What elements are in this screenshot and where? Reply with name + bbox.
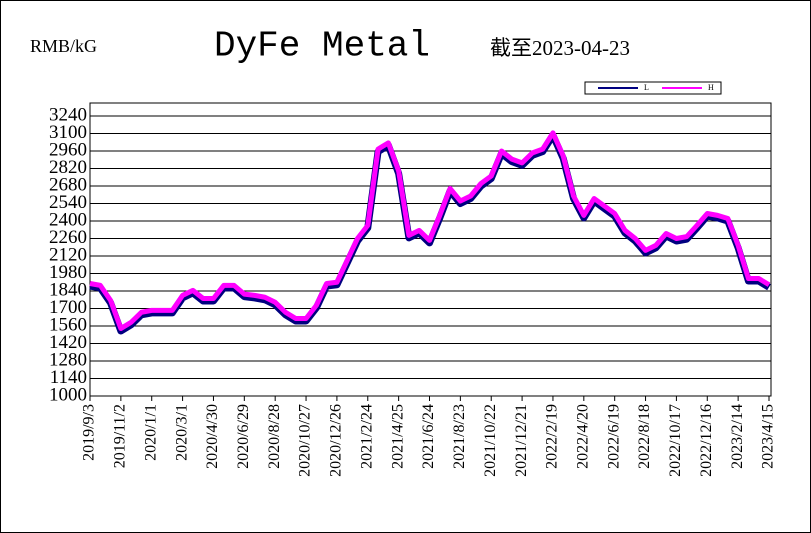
x-tick-label: 2021/10/22 — [482, 404, 499, 477]
unit-label: RMB/kG — [30, 36, 97, 56]
y-tick-label: 1000 — [49, 384, 87, 405]
x-tick-label: 2020/1/1 — [142, 404, 159, 461]
y-tick-label: 2120 — [49, 244, 87, 265]
x-tick-label: 2023/2/14 — [729, 404, 746, 469]
x-tick-label: 2021/8/23 — [451, 404, 468, 469]
y-tick-label: 2260 — [49, 227, 87, 248]
x-tick-label: 2022/6/19 — [605, 404, 622, 469]
y-tick-label: 3100 — [49, 122, 87, 143]
y-tick-label: 2820 — [49, 157, 87, 178]
x-tick-label: 2020/12/26 — [328, 404, 345, 477]
y-tick-label: 1280 — [49, 349, 87, 370]
y-tick-label: 3240 — [49, 104, 87, 125]
y-tick-label: 1840 — [49, 279, 87, 300]
x-tick-label: 2023/4/15 — [760, 404, 777, 469]
x-tick-label: 2022/4/20 — [574, 404, 591, 469]
x-tick-label: 2022/2/19 — [544, 404, 561, 469]
x-tick-label: 2022/8/18 — [636, 404, 653, 469]
legend — [584, 81, 722, 95]
x-tick-label: 2022/12/16 — [698, 404, 715, 477]
y-tick-label: 1420 — [49, 332, 87, 353]
legend-label: L — [644, 83, 649, 92]
x-tick-label: 2020/4/30 — [204, 404, 221, 469]
x-tick-label: 2022/10/17 — [667, 404, 684, 477]
plot-area — [89, 102, 772, 397]
y-tick-label: 2540 — [49, 192, 87, 213]
y-tick-label: 2960 — [49, 139, 87, 160]
subtitle: 截至2023-04-23 — [490, 36, 630, 60]
x-tick-label: 2020/3/1 — [173, 404, 190, 461]
x-tick-label: 2021/2/24 — [358, 404, 375, 469]
x-tick-label: 2021/4/25 — [389, 404, 406, 469]
chart-title: DyFe Metal — [214, 26, 430, 67]
y-tick-label: 1980 — [49, 262, 87, 283]
x-tick-label: 2019/9/3 — [81, 404, 98, 461]
y-tick-label: 2400 — [49, 209, 87, 230]
x-tick-label: 2020/10/27 — [297, 404, 314, 477]
y-tick-label: 1560 — [49, 314, 87, 335]
x-tick-label: 2020/6/29 — [235, 404, 252, 469]
x-tick-label: 2021/6/24 — [420, 404, 437, 469]
legend-label: H — [708, 83, 714, 92]
x-tick-label: 2020/8/28 — [266, 404, 283, 469]
x-tick-label: 2021/12/21 — [513, 404, 530, 477]
x-tick-label: 2019/11/2 — [112, 404, 129, 468]
y-tick-label: 1140 — [50, 367, 87, 388]
y-tick-label: 1700 — [49, 297, 87, 318]
series-line — [89, 130, 771, 331]
y-tick-label: 2680 — [49, 174, 87, 195]
